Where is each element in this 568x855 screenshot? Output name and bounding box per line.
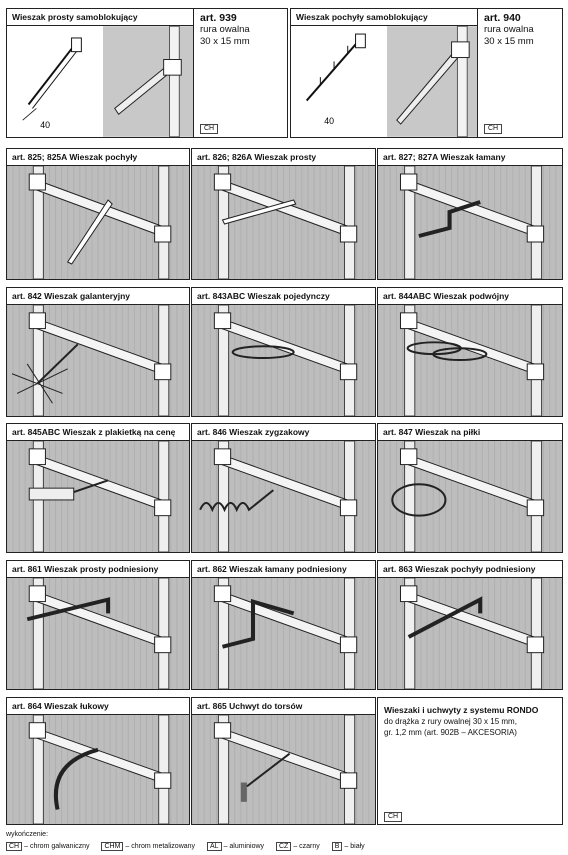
- product-photo: [7, 578, 189, 689]
- product-cell: art. 827; 827A Wieszak łamany: [377, 148, 563, 280]
- product-cell: art. 864 Wieszak łukowy: [6, 697, 190, 825]
- product-cell: art. 844ABC Wieszak podwójny: [377, 287, 563, 417]
- dim-label: 40: [324, 116, 334, 126]
- legend-code: B: [331, 842, 343, 851]
- finish-tag: CH: [200, 124, 219, 134]
- product-label: art. 862 Wieszak łamany podniesiony: [192, 561, 375, 578]
- product-label: art. 847 Wieszak na piłki: [378, 424, 562, 441]
- legend-text: – chrom galwaniczny: [24, 843, 90, 850]
- product-photo: [192, 166, 375, 279]
- legend-text: – czarny: [293, 843, 320, 850]
- product-cell: art. 863 Wieszak pochyły podniesiony: [377, 560, 563, 690]
- desc-line: 30 x 15 mm: [484, 36, 534, 47]
- zigzag-hanger-icon: [192, 441, 375, 552]
- legend-code: CHM: [101, 842, 124, 851]
- info-line: gr. 1,2 mm (art. 902B – AKCESORIA): [384, 728, 517, 737]
- product-photo: [192, 715, 375, 824]
- product-label: art. 844ABC Wieszak podwójny: [378, 288, 562, 305]
- product-939-photo: [103, 26, 193, 137]
- product-939-label: Wieszak prosty samoblokujący: [7, 9, 193, 26]
- product-label: art. 827; 827A Wieszak łamany: [378, 149, 562, 166]
- product-photo: [378, 578, 562, 689]
- product-photo: [7, 166, 189, 279]
- product-photo: [7, 305, 189, 416]
- plate-hanger-icon: [7, 441, 189, 552]
- product-940-photo: [387, 26, 477, 137]
- legend-code: CH: [6, 842, 23, 851]
- product-label: art. 861 Wieszak prosty podniesiony: [7, 561, 189, 578]
- torso-hanger-icon: [192, 715, 375, 824]
- product-cell: art. 826; 826A Wieszak prosty: [191, 148, 376, 280]
- info-box: Wieszaki i uchwyty z systemu RONDO do dr…: [377, 697, 563, 825]
- product-cell: art. 861 Wieszak prosty podniesiony: [6, 560, 190, 690]
- product-photo: [192, 305, 375, 416]
- finish-legend: CH – chrom galwaniczny CHM – chrom metaliz…: [6, 842, 375, 851]
- product-939-frame: [193, 8, 288, 138]
- product-940-panel: Wieszak pochyły samoblokujący 40: [290, 8, 478, 138]
- arc-hanger-icon: [7, 715, 189, 824]
- product-photo: [378, 305, 562, 416]
- product-cell: art. 865 Uchwyt do torsów: [191, 697, 376, 825]
- art-number: art. 940: [484, 12, 521, 24]
- raisedbroken-hanger-icon: [192, 578, 375, 689]
- product-939-drawing: 40: [7, 26, 97, 137]
- product-cell: art. 847 Wieszak na piłki: [377, 423, 563, 553]
- product-label: art. 845ABC Wieszak z plakietką na cenę: [7, 424, 189, 441]
- desc-line: rura owalna: [484, 24, 534, 35]
- product-photo: [7, 715, 189, 824]
- product-939-panel: Wieszak prosty samoblokujący 40: [6, 8, 194, 138]
- product-label: art. 846 Wieszak zygzakowy: [192, 424, 375, 441]
- product-label: art. 863 Wieszak pochyły podniesiony: [378, 561, 562, 578]
- art-number: art. 939: [200, 12, 237, 24]
- product-940-label: Wieszak pochyły samoblokujący: [291, 9, 477, 26]
- slanted-hanger-icon: [7, 166, 189, 279]
- finish-tag: CH: [484, 124, 503, 134]
- product-photo: [192, 578, 375, 689]
- product-photo: [378, 441, 562, 552]
- product-cell: art. 862 Wieszak łamany podniesiony: [191, 560, 376, 690]
- legend-text: – aluminiowy: [223, 843, 265, 850]
- product-cell: art. 842 Wieszak galanteryjny: [6, 287, 190, 417]
- product-cell: art. 843ABC Wieszak pojedynczy: [191, 287, 376, 417]
- legend-text: – chrom metalizowany: [125, 843, 196, 850]
- product-photo: [192, 441, 375, 552]
- product-photo: [7, 441, 189, 552]
- legend-code: AL: [207, 842, 222, 851]
- product-label: art. 825; 825A Wieszak pochyły: [7, 149, 189, 166]
- straight-hanger-icon: [192, 166, 375, 279]
- product-photo: [378, 166, 562, 279]
- product-label: art. 826; 826A Wieszak prosty: [192, 149, 375, 166]
- product-940-info: art. 940 rura owalna 30 x 15 mm: [484, 12, 564, 48]
- legend-text: – biały: [344, 843, 365, 850]
- hanger-drawing-icon: 40: [22, 37, 82, 130]
- raisedslanted-hanger-icon: [378, 578, 562, 689]
- dim-label: 40: [40, 120, 50, 130]
- product-cell: art. 846 Wieszak zygzakowy: [191, 423, 376, 553]
- finish-tag: CH: [384, 812, 403, 822]
- info-line: do drążka z rury owalnej 30 x 15 mm,: [384, 717, 517, 726]
- info-title: Wieszaki i uchwyty z systemu RONDO: [384, 705, 539, 715]
- product-cell: art. 825; 825A Wieszak pochyły: [6, 148, 190, 280]
- product-label: art. 864 Wieszak łukowy: [7, 698, 189, 715]
- product-940-drawing: 40: [291, 26, 381, 137]
- product-label: art. 843ABC Wieszak pojedynczy: [192, 288, 375, 305]
- galanteria-hanger-icon: [7, 305, 189, 416]
- single-hanger-icon: [192, 305, 375, 416]
- ring-hanger-icon: [378, 441, 562, 552]
- product-cell: art. 845ABC Wieszak z plakietką na cenę: [6, 423, 190, 553]
- product-label: art. 842 Wieszak galanteryjny: [7, 288, 189, 305]
- desc-line: rura owalna: [200, 24, 250, 35]
- raised-hanger-icon: [7, 578, 189, 689]
- broken-hanger-icon: [378, 166, 562, 279]
- product-label: art. 865 Uchwyt do torsów: [192, 698, 375, 715]
- product-940-frame: [477, 8, 563, 138]
- desc-line: 30 x 15 mm: [200, 36, 250, 47]
- product-939-info: art. 939 rura owalna 30 x 15 mm: [200, 12, 288, 48]
- legend-code: CZ: [275, 842, 292, 851]
- finish-legend-heading: wykończenie:: [6, 831, 49, 838]
- double-hanger-icon: [378, 305, 562, 416]
- hanger-drawing-icon: 40: [305, 33, 366, 126]
